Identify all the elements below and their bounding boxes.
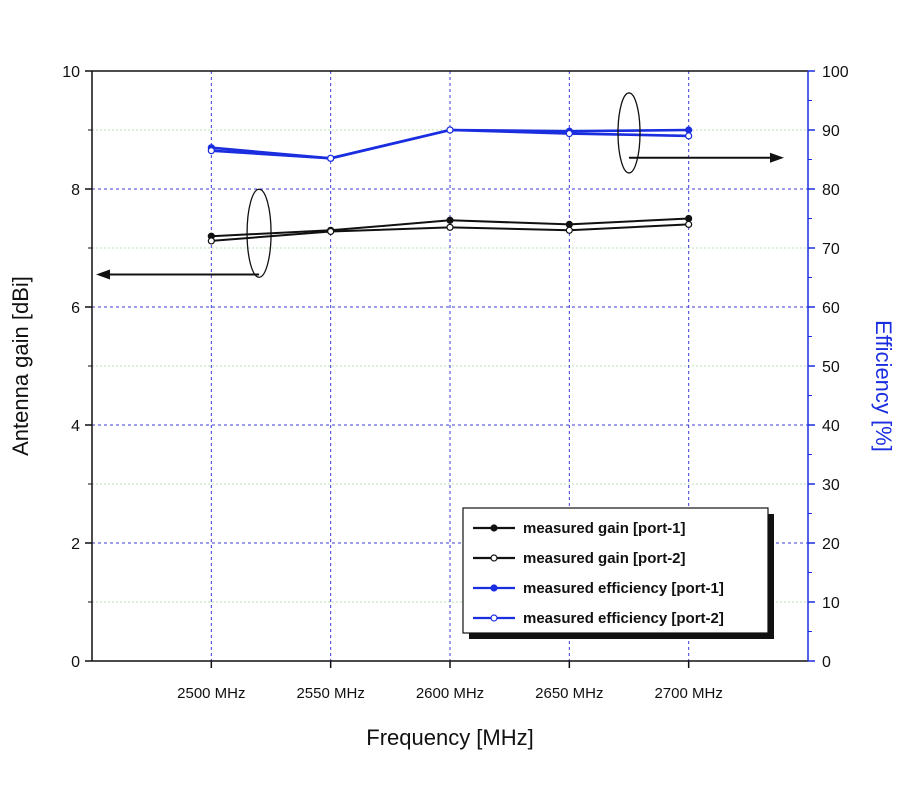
legend-entry-label: measured gain [port-2] — [523, 550, 686, 567]
series-point-4 — [565, 129, 573, 138]
y-axis-title-left: Antenna gain [dBi] — [8, 276, 33, 456]
legend-swatch-marker — [490, 554, 498, 562]
series-point-4 — [446, 126, 454, 134]
x-tick-label: 2650 MHz — [535, 685, 603, 702]
y-tick-label-right: 40 — [822, 418, 840, 435]
series-point-1 — [446, 216, 454, 224]
legend-entry-label: measured efficiency [port-2] — [523, 610, 724, 627]
efficiency-group-ellipse — [617, 92, 641, 174]
x-axis-title: Frequency [MHz] — [366, 725, 534, 750]
legend-swatch-marker — [490, 614, 498, 622]
y-tick-label-left: 8 — [71, 182, 80, 199]
series-point-2 — [685, 220, 693, 228]
series-point-2 — [327, 227, 335, 236]
legend-swatch-marker — [490, 524, 498, 532]
series-point-1 — [685, 214, 693, 223]
x-tick-label: 2500 MHz — [177, 685, 245, 702]
series-point-4 — [685, 132, 693, 140]
gain-group-ellipse — [246, 188, 272, 278]
x-tick-label: 2700 MHz — [654, 685, 722, 702]
y-tick-label-left: 2 — [71, 536, 80, 553]
gain-arrow-head — [96, 269, 110, 280]
y-axis-title-right: Efficiency [%] — [871, 320, 896, 452]
y-tick-label-right: 80 — [822, 182, 840, 199]
y-tick-label-right: 50 — [822, 359, 840, 376]
series-point-3 — [685, 126, 693, 134]
series-layer — [207, 126, 693, 245]
x-tick-label: 2550 MHz — [296, 685, 364, 702]
legend-swatch-marker — [490, 584, 498, 592]
series-point-4 — [207, 147, 215, 155]
annotation-layer — [96, 92, 784, 280]
series-point-2 — [446, 223, 454, 231]
y-tick-label-right: 70 — [822, 241, 840, 258]
y-tick-label-left: 0 — [71, 654, 80, 671]
y-tick-label-left: 4 — [71, 418, 80, 435]
legend-entry-label: measured efficiency [port-1] — [523, 580, 724, 597]
y-tick-label-right: 60 — [822, 300, 840, 317]
y-tick-label-right: 30 — [822, 477, 840, 494]
series-point-2 — [207, 237, 215, 245]
y-tick-label-left: 10 — [62, 64, 80, 81]
y-tick-label-right: 10 — [822, 595, 840, 612]
series-point-4 — [327, 154, 335, 162]
y-tick-label-right: 20 — [822, 536, 840, 553]
x-tick-label: 2600 MHz — [416, 685, 484, 702]
legend-entry-label: measured gain [port-1] — [523, 520, 686, 537]
efficiency-arrow-head — [770, 152, 784, 163]
y-tick-label-left: 6 — [71, 300, 80, 317]
series-point-2 — [565, 226, 573, 234]
y-tick-label-right: 100 — [822, 64, 849, 81]
legend-layer: measured gain [port-1] measured gain [por… — [462, 507, 774, 639]
y-tick-label-right: 90 — [822, 123, 840, 140]
y-tick-label-right: 0 — [822, 654, 831, 671]
series-point-1 — [565, 220, 573, 228]
